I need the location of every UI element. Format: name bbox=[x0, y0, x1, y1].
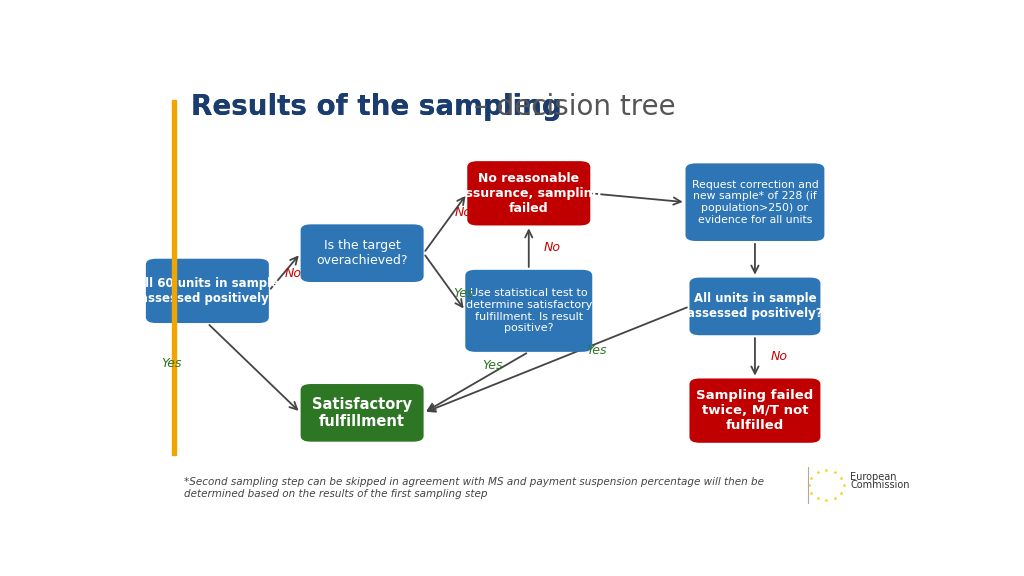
FancyBboxPatch shape bbox=[145, 259, 269, 323]
Text: Sampling failed
twice, M/T not
fulfilled: Sampling failed twice, M/T not fulfilled bbox=[696, 389, 814, 432]
FancyBboxPatch shape bbox=[301, 224, 424, 282]
FancyBboxPatch shape bbox=[465, 270, 592, 352]
Text: No: No bbox=[544, 241, 561, 254]
Text: Results of the sampling: Results of the sampling bbox=[191, 93, 562, 121]
Text: No: No bbox=[455, 206, 472, 219]
Text: Use statistical test to
determine satisfactory
fulfillment. Is result
positive?: Use statistical test to determine satisf… bbox=[466, 289, 592, 334]
Text: Request correction and
new sample* of 228 (if
population>250) or
evidence for al: Request correction and new sample* of 22… bbox=[691, 180, 818, 225]
Text: Yes: Yes bbox=[482, 359, 503, 372]
Text: *Second sampling step can be skipped in agreement with MS and payment suspension: *Second sampling step can be skipped in … bbox=[183, 478, 764, 499]
Text: No: No bbox=[770, 350, 787, 363]
Bar bbox=[172, 100, 176, 455]
FancyBboxPatch shape bbox=[301, 384, 424, 442]
Text: All units in sample
assessed positively?: All units in sample assessed positively? bbox=[687, 293, 822, 320]
FancyBboxPatch shape bbox=[689, 378, 820, 443]
Text: Yes: Yes bbox=[162, 357, 182, 370]
Text: Commission: Commission bbox=[850, 480, 909, 491]
Text: Yes: Yes bbox=[453, 287, 473, 300]
Text: European: European bbox=[850, 472, 897, 482]
FancyBboxPatch shape bbox=[467, 161, 590, 225]
Text: Satisfactory
fulfillment: Satisfactory fulfillment bbox=[312, 397, 412, 429]
Text: No: No bbox=[285, 267, 301, 279]
Text: No reasonable
assurance, sampling
failed: No reasonable assurance, sampling failed bbox=[457, 172, 601, 215]
Text: Results of the sampling: Results of the sampling bbox=[191, 93, 562, 121]
FancyBboxPatch shape bbox=[685, 164, 824, 241]
Text: Is the target
overachieved?: Is the target overachieved? bbox=[316, 239, 408, 267]
Text: Results of the sampling – decision tree: Results of the sampling – decision tree bbox=[191, 93, 728, 121]
Text: All 60 units in sample
assessed positively?: All 60 units in sample assessed positive… bbox=[136, 277, 279, 305]
Text: – decision tree: – decision tree bbox=[465, 93, 676, 121]
FancyBboxPatch shape bbox=[689, 278, 820, 335]
Text: Yes: Yes bbox=[586, 344, 606, 357]
